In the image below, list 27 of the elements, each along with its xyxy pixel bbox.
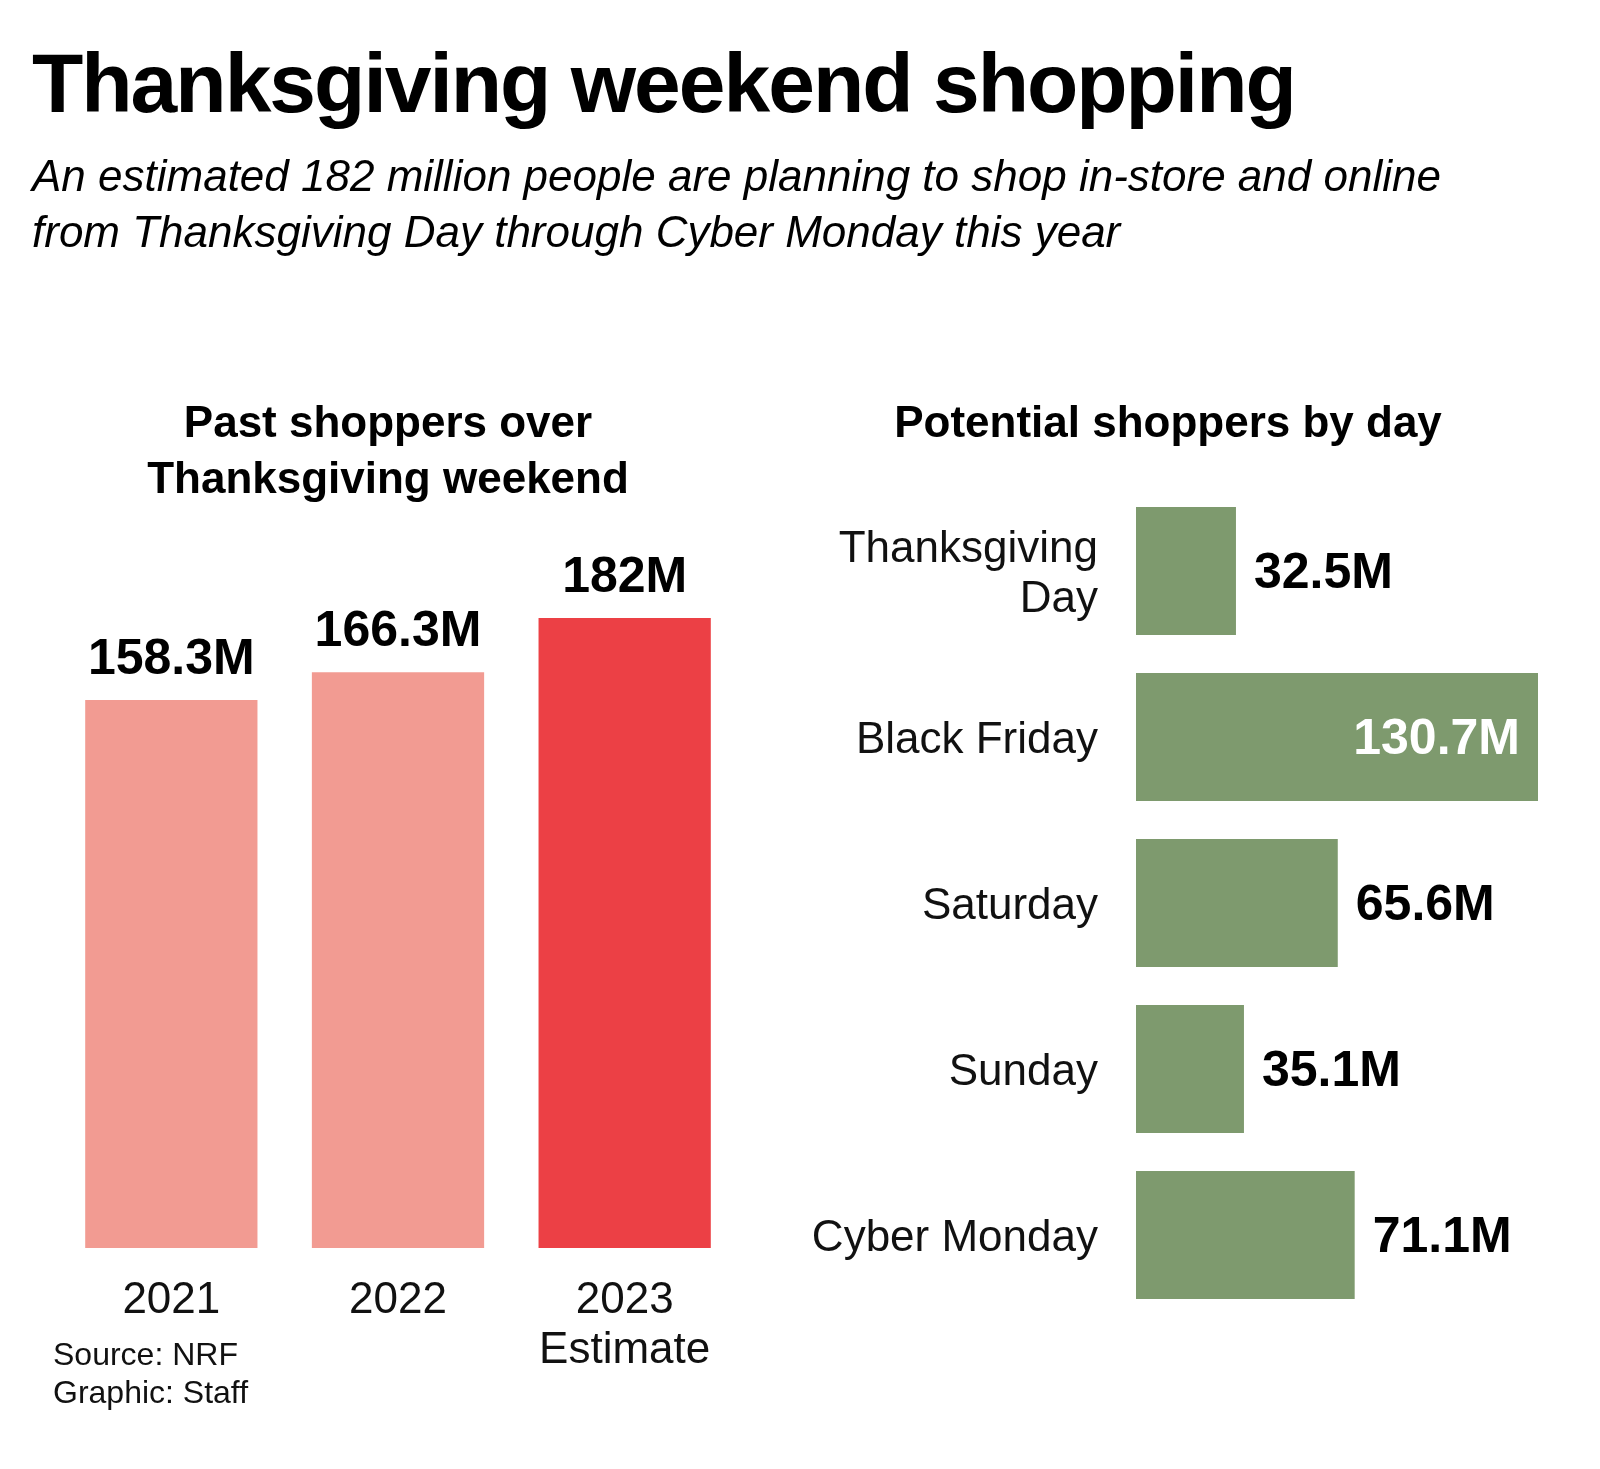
data-label: 65.6M bbox=[1355, 875, 1495, 931]
data-label: 158.3M bbox=[87, 629, 255, 686]
y-tick-label: Thanksgiving Day bbox=[838, 521, 1098, 621]
x-tick-label: 2022 bbox=[349, 1272, 447, 1322]
y-tick-label: Black Friday bbox=[855, 712, 1098, 762]
data-label: 32.5M bbox=[1253, 543, 1393, 599]
bar bbox=[1136, 1005, 1244, 1133]
bar bbox=[1136, 673, 1538, 801]
chart-title: Potential shoppers by day bbox=[894, 396, 1443, 446]
data-label: 130.7M bbox=[1353, 709, 1520, 765]
data-label: 182M bbox=[562, 547, 688, 603]
x-tick-label: 2021 bbox=[122, 1272, 221, 1322]
data-label: 71.1M bbox=[1372, 1207, 1512, 1263]
bar bbox=[1136, 507, 1236, 635]
text: Graphic: Staff bbox=[53, 1374, 249, 1410]
bar bbox=[1136, 839, 1338, 967]
text: Thanksgiving weekend shopping bbox=[32, 35, 1296, 132]
chart-title: Past shoppers over Thanksgiving weekend bbox=[147, 396, 629, 502]
bar bbox=[1136, 1171, 1355, 1299]
y-tick-label: Sunday bbox=[948, 1044, 1098, 1094]
y-tick-label: Saturday bbox=[921, 878, 1098, 928]
x-tick-label: 2023 Estimate bbox=[539, 1272, 711, 1372]
source-note: Source: NRF bbox=[53, 1336, 238, 1372]
data-label: 166.3M bbox=[314, 601, 482, 658]
y-tick-label: Cyber Monday bbox=[811, 1210, 1098, 1260]
data-label: 35.1M bbox=[1261, 1041, 1401, 1097]
text: An estimated 182 million people are planning to shop in-store and online from Thanksgiving Day through Cyber Monday this year bbox=[32, 150, 1442, 258]
